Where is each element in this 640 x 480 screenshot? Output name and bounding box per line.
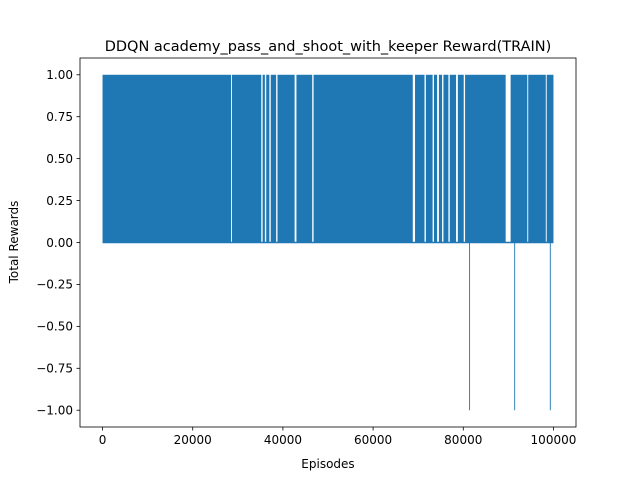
series-band-upper	[438, 74, 443, 243]
y-axis-label: Total Rewards	[7, 201, 21, 285]
y-tick-label: 1.00	[46, 68, 73, 82]
y-tick-label: 0.50	[46, 152, 73, 166]
axes-frame	[79, 57, 577, 428]
y-axis: −1.00 −0.75 −0.50 −0.25 0.00 0.25 0.50 0.75 1.00	[36, 68, 80, 418]
series-band-upper	[270, 74, 277, 243]
y-tick-label: 0.75	[46, 110, 73, 124]
series-band-upper	[313, 74, 413, 243]
chart-title: DDQN academy_pass_and_shoot_with_keeper …	[105, 39, 552, 55]
series-band-upper	[102, 74, 232, 243]
x-tick-label: 100000	[531, 433, 577, 447]
series-band-upper	[449, 74, 457, 243]
x-tick-label: 40000	[264, 433, 302, 447]
y-tick-label: −0.25	[36, 278, 73, 292]
series-band-lower	[469, 242, 471, 411]
y-tick-label: 0.25	[46, 194, 73, 208]
series-band-upper	[415, 74, 425, 243]
series-band-upper	[457, 74, 464, 243]
series-band-upper	[433, 74, 438, 243]
x-axis-label: Episodes	[301, 457, 354, 471]
y-tick-label: 0.00	[46, 236, 73, 250]
series-band-upper	[266, 74, 270, 243]
series-band-upper	[465, 74, 506, 243]
series-band-upper	[262, 74, 265, 243]
series-band-upper	[296, 74, 313, 243]
series-band-upper	[277, 74, 295, 243]
x-tick-label: 80000	[444, 433, 482, 447]
series-band-upper	[231, 74, 262, 243]
x-tick-label: 0	[99, 433, 107, 447]
y-tick-label: −1.00	[36, 404, 73, 418]
y-tick-label: −0.50	[36, 320, 73, 334]
series-band-upper	[546, 74, 554, 243]
series-band-lower	[514, 242, 516, 411]
x-tick-label: 60000	[354, 433, 392, 447]
series-band-upper	[510, 74, 528, 243]
series-band-lower	[549, 242, 551, 411]
plot-area	[102, 74, 554, 411]
series-band-upper	[425, 74, 433, 243]
series-band-upper	[528, 74, 546, 243]
series-band-upper	[443, 74, 449, 243]
x-tick-label: 20000	[174, 433, 212, 447]
y-tick-label: −0.75	[36, 362, 73, 376]
x-axis: 0 20000 40000 60000 80000 100000	[99, 427, 577, 447]
